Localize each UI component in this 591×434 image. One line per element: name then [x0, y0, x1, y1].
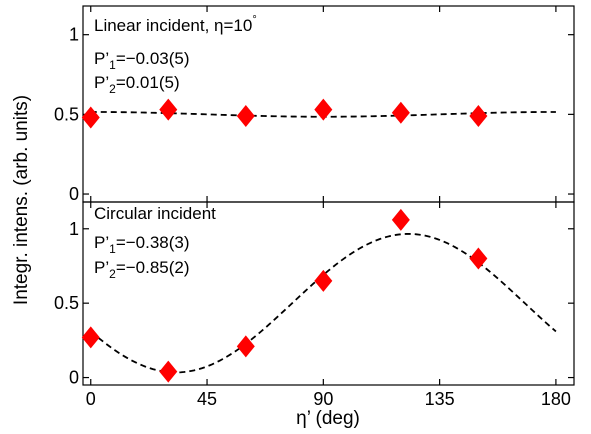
- panel-bottom-p2: P’2=−0.85(2): [94, 258, 190, 281]
- data-point-bottom: [159, 360, 178, 383]
- x-axis-label: η’ (deg): [296, 408, 360, 429]
- data-point-top: [236, 104, 255, 127]
- panel-bottom-p1: P’1=−0.38(3): [94, 233, 190, 256]
- panel-top-p2: P’2=0.01(5): [94, 73, 180, 96]
- xtick-label: 0: [86, 389, 96, 409]
- data-point-bottom: [81, 326, 100, 349]
- data-point-top: [159, 98, 178, 121]
- xtick-label: 90: [313, 389, 333, 409]
- markers-bottom: [81, 208, 488, 383]
- ytick-label: 1: [69, 25, 79, 45]
- fit-curve-bottom: [90, 233, 557, 374]
- xtick-label: 135: [425, 389, 455, 409]
- panel-top-title: Linear incident, η=10°: [94, 14, 257, 35]
- data-point-bottom: [236, 335, 255, 358]
- ytick-label: 0: [69, 368, 79, 388]
- ytick-label: 0: [69, 184, 79, 204]
- panel-bottom: 00.51 Circular incident P’1=−0.38(3) P’2…: [54, 201, 575, 388]
- data-point-top: [391, 101, 410, 124]
- plot-frame-top: [82, 5, 575, 203]
- x-tick-labels: 0 45 90 135 180: [86, 389, 571, 409]
- ytick-label: 1: [69, 219, 79, 239]
- xtick-label: 45: [197, 389, 217, 409]
- xtick-label: 180: [541, 389, 571, 409]
- ytick-label: 0.5: [54, 293, 79, 313]
- markers-top: [81, 98, 488, 129]
- panel-top-p1: P’1=−0.03(5): [94, 49, 190, 72]
- data-point-bottom: [314, 269, 333, 292]
- panel-top: 00.51 Linear incident, η=10° P’1=−0.03(5…: [54, 5, 575, 204]
- data-point-bottom: [391, 208, 410, 231]
- ytick-label: 0.5: [54, 104, 79, 124]
- data-point-top: [81, 106, 100, 129]
- ticks-bottom: 00.51: [54, 202, 574, 388]
- data-point-top: [469, 104, 488, 127]
- data-point-top: [314, 98, 333, 121]
- data-point-bottom: [469, 247, 488, 270]
- y-axis-label: Integr. intens. (arb. units): [11, 95, 32, 305]
- plot-frame-bottom: [82, 201, 575, 386]
- panel-bottom-title: Circular incident: [94, 204, 216, 223]
- ticks-top: 00.51: [54, 6, 574, 204]
